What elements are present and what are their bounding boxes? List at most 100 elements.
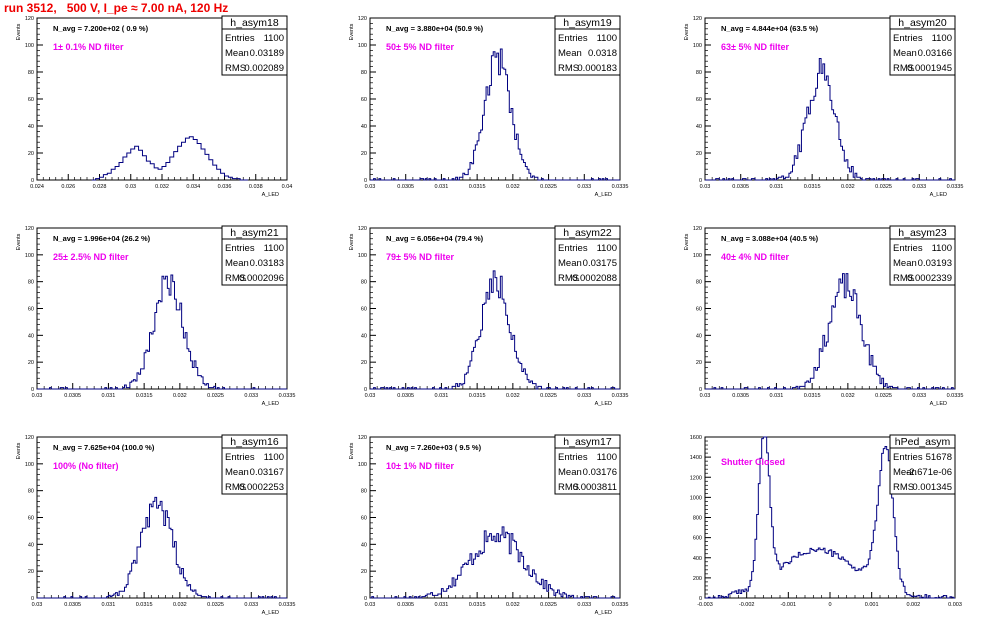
x-tick-label: 0.003 bbox=[948, 602, 962, 608]
x-tick-label: 0.031 bbox=[435, 602, 449, 608]
navg-label: N_avg = 7.260e+03 ( 9.5 %) bbox=[386, 443, 482, 452]
x-tick-label: 0.0335 bbox=[279, 393, 296, 399]
x-axis-title: A_LED bbox=[595, 610, 612, 616]
stats-value: 0.03189 bbox=[250, 48, 284, 59]
y-tick-label: 100 bbox=[25, 253, 34, 259]
x-tick-label: 0.0325 bbox=[540, 393, 557, 399]
x-tick-label: 0.033 bbox=[912, 184, 926, 190]
histogram-name: h_asym17 bbox=[563, 436, 612, 448]
y-tick-label: 80 bbox=[361, 70, 367, 76]
stats-value: 0.03193 bbox=[918, 258, 952, 269]
y-axis-title: Events bbox=[684, 233, 690, 250]
histogram-name: h_asym18 bbox=[230, 17, 279, 29]
y-tick-label: 40 bbox=[28, 542, 34, 548]
stats-label: Mean bbox=[558, 258, 582, 269]
stats-value: -2.671e-06 bbox=[906, 467, 952, 478]
x-tick-label: 0 bbox=[828, 602, 831, 608]
stats-value: 0.0003811 bbox=[573, 482, 617, 493]
x-tick-label: -0.003 bbox=[697, 602, 713, 608]
histogram-line bbox=[37, 274, 287, 390]
stats-box: h_asym20 Entries 1100 Mean 0.03166 RMS0.00019… bbox=[889, 15, 956, 76]
stats-label: Mean bbox=[225, 48, 249, 59]
stats-label: Entries bbox=[893, 243, 923, 254]
navg-label: N_avg = 7.200e+02 ( 0.9 %) bbox=[53, 24, 149, 33]
x-tick-label: 0.033 bbox=[577, 602, 591, 608]
x-tick-label: 0.0305 bbox=[732, 393, 749, 399]
x-tick-label: 0.033 bbox=[912, 393, 926, 399]
y-tick-label: 40 bbox=[361, 333, 367, 339]
stats-label: RMS bbox=[225, 482, 246, 493]
x-tick-label: 0.031 bbox=[770, 393, 784, 399]
stats-value: 0.0318 bbox=[588, 48, 617, 59]
histogram-name: h_asym16 bbox=[230, 436, 279, 448]
y-tick-label: 100 bbox=[25, 462, 34, 468]
y-tick-label: 40 bbox=[28, 124, 34, 130]
y-tick-label: 60 bbox=[696, 97, 702, 103]
stats-label: RMS bbox=[225, 273, 246, 284]
histogram-name: h_asym21 bbox=[230, 227, 279, 239]
x-tick-label: 0.0315 bbox=[469, 602, 486, 608]
stats-box: h_asym23 Entries 1100 Mean 0.03193 RMS0.00023… bbox=[889, 225, 956, 286]
stats-value: 1100 bbox=[264, 33, 284, 44]
x-tick-label: 0.0305 bbox=[397, 393, 414, 399]
histogram-name: h_asym19 bbox=[563, 17, 612, 29]
filter-label: 63± 5% ND filter bbox=[721, 42, 789, 52]
stats-box-frame bbox=[221, 434, 288, 495]
y-tick-label: 20 bbox=[28, 569, 34, 575]
y-tick-label: 80 bbox=[28, 280, 34, 286]
y-tick-label: 1200 bbox=[690, 475, 702, 481]
stats-value: 0.03176 bbox=[583, 467, 617, 478]
histogram-line bbox=[37, 496, 287, 599]
y-axis-title: Events bbox=[349, 233, 355, 250]
x-axis-title: A_LED bbox=[262, 401, 279, 407]
y-tick-label: 40 bbox=[28, 333, 34, 339]
x-tick-label: 0.03 bbox=[365, 184, 376, 190]
y-tick-label: 20 bbox=[361, 569, 367, 575]
navg-label: N_avg = 3.088e+04 (40.5 %) bbox=[721, 234, 819, 243]
x-tick-label: 0.033 bbox=[244, 602, 258, 608]
y-tick-label: 100 bbox=[358, 43, 367, 49]
y-axis-title: Events bbox=[16, 23, 22, 40]
x-tick-label: 0.03 bbox=[125, 184, 136, 190]
x-tick-label: 0.032 bbox=[506, 393, 520, 399]
histogram-panel-h_asym21: 0 20 40 60 80 100 120 0.03 0.0305 0.031 0.0315 0.03… bbox=[16, 225, 296, 407]
histogram-name: h_asym23 bbox=[898, 227, 947, 239]
x-tick-label: 0.0335 bbox=[612, 602, 629, 608]
y-tick-label: 20 bbox=[696, 151, 702, 157]
navg-label: N_avg = 3.880e+04 (50.9 %) bbox=[386, 24, 484, 33]
stats-box: h_asym22 Entries 1100 Mean 0.03175 RMS0.00020… bbox=[554, 225, 621, 286]
y-tick-label: 60 bbox=[28, 516, 34, 522]
y-tick-label: 0 bbox=[364, 387, 367, 393]
y-tick-label: 80 bbox=[28, 489, 34, 495]
y-tick-label: 120 bbox=[693, 16, 702, 22]
x-tick-label: 0.03 bbox=[32, 393, 43, 399]
stats-value: 0.0002088 bbox=[572, 273, 617, 284]
stats-value: 1100 bbox=[597, 243, 617, 254]
stats-value: 1100 bbox=[264, 452, 284, 463]
y-axis-title: Events bbox=[16, 233, 22, 250]
stats-label: Entries bbox=[558, 33, 588, 44]
filter-label: 10± 1% ND filter bbox=[386, 461, 454, 471]
x-tick-label: 0.03 bbox=[700, 184, 711, 190]
x-tick-label: 0.031 bbox=[770, 184, 784, 190]
x-tick-label: 0.002 bbox=[906, 602, 920, 608]
stats-label: Entries bbox=[558, 243, 588, 254]
stats-value: 0.000183 bbox=[577, 63, 617, 74]
stats-label: Entries bbox=[225, 243, 255, 254]
stats-label: Mean bbox=[225, 467, 249, 478]
histogram-panel-hPed_asym: 0 200 400 600 800 1000 1200 1400 1600 -0.003 -0.00… bbox=[690, 434, 962, 608]
x-tick-label: 0.0315 bbox=[136, 602, 153, 608]
histogram-line bbox=[705, 273, 955, 390]
y-tick-label: 0 bbox=[699, 387, 702, 393]
x-tick-label: 0.0305 bbox=[64, 393, 81, 399]
y-tick-label: 0 bbox=[31, 387, 34, 393]
stats-label: Entries bbox=[558, 452, 588, 463]
stats-value: 0.03175 bbox=[583, 258, 617, 269]
histogram-name: hPed_asym bbox=[895, 436, 951, 448]
stats-box: hPed_asym Entries 51678 Mean-2.671e-06 RMS0.… bbox=[889, 434, 956, 495]
y-tick-label: 0 bbox=[364, 596, 367, 602]
histogram-name: h_asym22 bbox=[563, 227, 612, 239]
stats-value: 1100 bbox=[932, 33, 952, 44]
x-tick-label: 0.0325 bbox=[540, 184, 557, 190]
